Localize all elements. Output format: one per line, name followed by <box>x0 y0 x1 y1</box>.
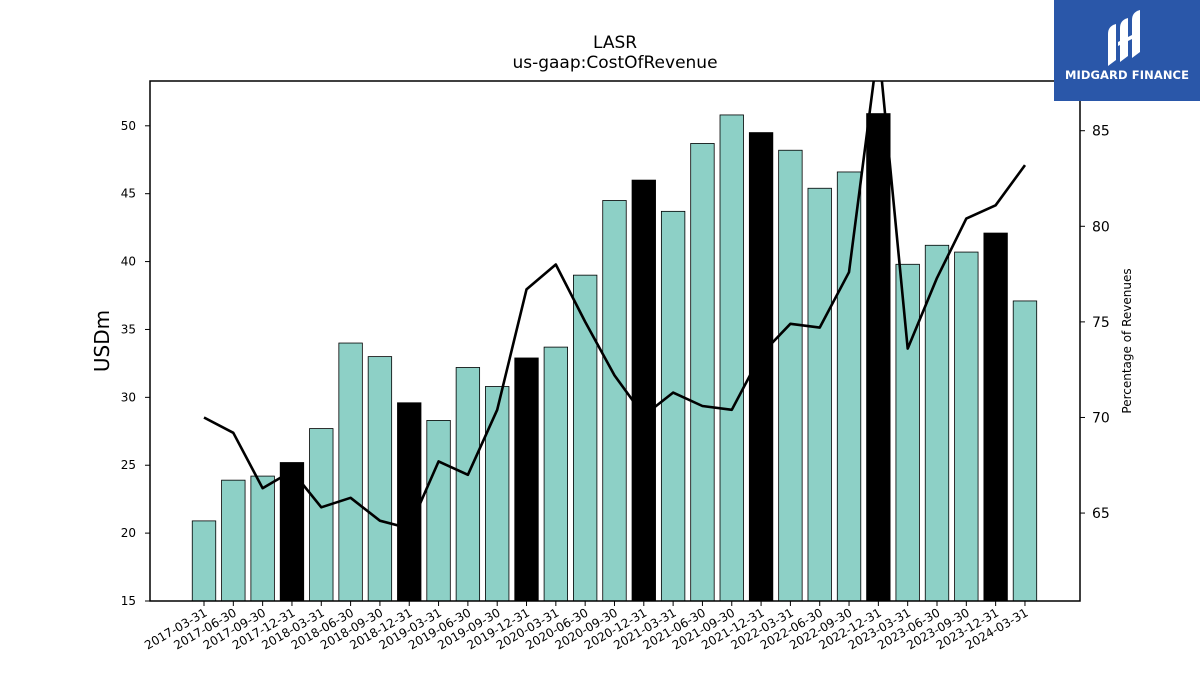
y2-tick-label-80: 80 <box>1092 219 1110 235</box>
bar-2019-12-31 <box>514 357 539 602</box>
y-tick-label-15: 15 <box>121 594 136 608</box>
bar-2018-06-30 <box>338 342 363 602</box>
bar-2023-12-31 <box>983 232 1008 602</box>
bar-2023-03-31 <box>895 263 920 602</box>
bar-2022-06-30 <box>807 187 832 602</box>
bar-2022-03-31 <box>778 149 803 602</box>
y-tick-label-45: 45 <box>121 187 136 201</box>
bar-2023-09-30 <box>954 251 979 602</box>
y-tick-label-40: 40 <box>121 255 136 269</box>
bar-2021-09-30 <box>719 114 744 602</box>
bar-2017-12-31 <box>279 462 305 602</box>
y-tick-label-25: 25 <box>121 458 136 472</box>
bar-2020-03-31 <box>543 346 568 602</box>
y-tick-label-20: 20 <box>121 526 136 540</box>
y2-tick-label-70: 70 <box>1092 410 1110 426</box>
y2-tick-label-75: 75 <box>1092 315 1110 331</box>
y-tick-label-30: 30 <box>121 390 136 404</box>
bar-2018-12-31 <box>397 402 422 602</box>
y2-axis-label: Percentage of Revenues <box>1120 268 1134 413</box>
logo-brand-text: MIDGARD FINANCE <box>1064 68 1190 82</box>
midgard-finance-logo: MIDGARD FINANCE <box>1054 0 1200 101</box>
percentage-line <box>203 81 1027 530</box>
bar-2021-06-30 <box>690 143 715 602</box>
bar-2019-09-30 <box>485 386 510 602</box>
bar-2020-09-30 <box>602 200 627 602</box>
chart-title: LASR <box>593 33 637 53</box>
bar-2024-03-31 <box>1012 300 1038 602</box>
y2-tick-label-65: 65 <box>1092 506 1110 522</box>
y2-tick-label-85: 85 <box>1092 124 1110 140</box>
bar-2017-03-31 <box>191 520 217 602</box>
bar-2020-12-31 <box>631 179 656 602</box>
plot-area: 152025303540455065707580852017-03-312017… <box>121 80 1110 652</box>
bar-2018-09-30 <box>367 356 393 602</box>
y-tick-label-50: 50 <box>121 119 136 133</box>
y-axis-label: USDm <box>90 310 114 372</box>
midgard-logo-icon <box>1108 10 1140 66</box>
bar-2018-03-31 <box>309 428 334 602</box>
bar-2022-12-31 <box>866 113 891 602</box>
bar-2021-03-31 <box>660 210 686 602</box>
bar-2019-03-31 <box>426 420 451 602</box>
bar-2019-06-30 <box>455 367 481 602</box>
bar-2017-06-30 <box>221 479 246 602</box>
bar-2017-09-30 <box>250 475 275 602</box>
plot-frame <box>149 80 1081 602</box>
chart-subtitle: us-gaap:CostOfRevenue <box>512 53 717 73</box>
bar-2022-09-30 <box>836 171 862 602</box>
bar-2021-12-31 <box>748 132 774 602</box>
y-tick-label-35: 35 <box>121 322 136 336</box>
